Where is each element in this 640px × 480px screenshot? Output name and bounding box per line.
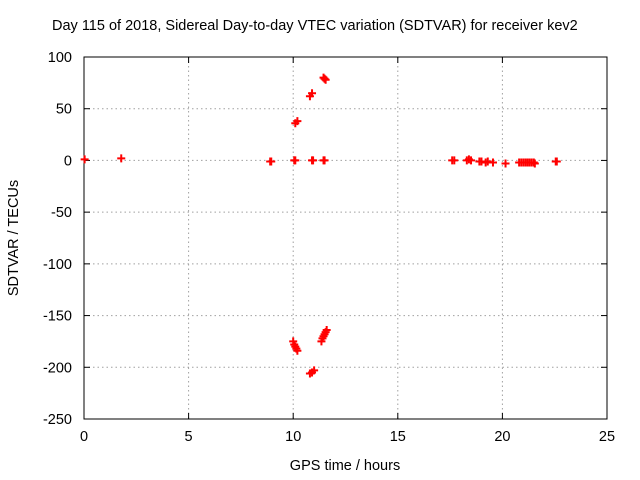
plot-frame — [84, 57, 607, 419]
y-axis-label: SDTVAR / TECUs — [6, 180, 22, 296]
data-point — [321, 156, 329, 164]
y-tick-label: -50 — [51, 205, 72, 221]
y-tick-label: 50 — [56, 102, 72, 118]
x-tick-label: 15 — [390, 429, 406, 445]
y-tick-label: -150 — [43, 309, 72, 325]
axis-ticks: 0 5 10 15 20 25 100 50 0 -50 -100 -150 -200 -250 — [43, 50, 615, 445]
y-tick-label: -100 — [43, 257, 72, 273]
data-point — [321, 75, 329, 83]
data-points — [81, 74, 561, 378]
y-tick-label: 0 — [64, 153, 72, 169]
x-tick-label: 0 — [80, 429, 88, 445]
y-tick-label: -200 — [43, 360, 72, 376]
x-tick-label: 10 — [285, 429, 301, 445]
y-tick-label: 100 — [48, 50, 72, 66]
data-point — [291, 156, 299, 164]
x-axis-label: GPS time / hours — [290, 458, 400, 474]
data-point — [267, 157, 275, 165]
data-point — [553, 157, 561, 165]
data-point — [81, 155, 89, 163]
y-tick-label: -250 — [43, 412, 72, 428]
data-point — [489, 158, 497, 166]
x-tick-label: 20 — [494, 429, 510, 445]
data-point — [117, 154, 125, 162]
sdtvar-scatter-chart: Day 115 of 2018, Sidereal Day-to-day VTE… — [0, 0, 640, 480]
grid-lines — [84, 57, 607, 419]
x-tick-label: 5 — [185, 429, 193, 445]
chart-title: Day 115 of 2018, Sidereal Day-to-day VTE… — [52, 18, 578, 34]
data-point — [309, 156, 317, 164]
x-tick-label: 25 — [599, 429, 615, 445]
